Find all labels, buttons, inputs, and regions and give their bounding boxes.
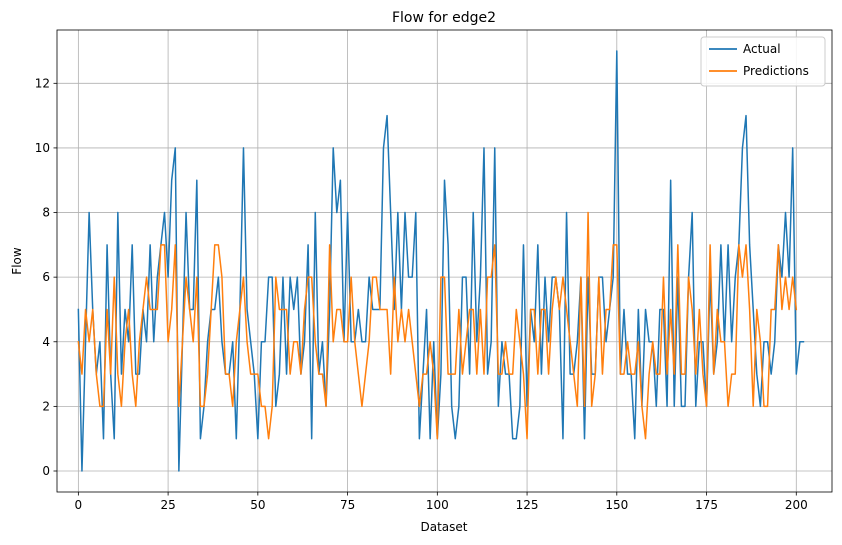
x-axis-label: Dataset <box>421 520 468 534</box>
x-tick-label: 175 <box>695 498 718 512</box>
x-tick-label: 25 <box>160 498 175 512</box>
legend-actual-label: Actual <box>743 42 781 56</box>
plot-frame <box>56 29 833 493</box>
x-tick-label: 150 <box>605 498 628 512</box>
x-tick-label: 75 <box>340 498 355 512</box>
y-tick-label: 6 <box>42 270 50 284</box>
x-tick-label: 100 <box>426 498 449 512</box>
plot-area <box>57 30 832 492</box>
y-tick-label: 0 <box>42 464 50 478</box>
series-layer <box>77 50 805 472</box>
chart-title: Flow for edge2 <box>392 10 496 26</box>
x-tick-label: 200 <box>785 498 808 512</box>
y-tick-label: 2 <box>42 399 50 413</box>
x-tick-label: 50 <box>250 498 265 512</box>
x-tick-label: 125 <box>516 498 539 512</box>
ticks: 0 25 50 75 100 125 150 175 200 0 2 4 6 8 10 12 <box>35 76 808 512</box>
y-tick-label: 8 <box>42 206 50 220</box>
x-tick-label: 0 <box>75 498 83 512</box>
legend-predictions-label: Predictions <box>743 64 809 78</box>
y-tick-label: 4 <box>42 335 50 349</box>
y-tick-label: 10 <box>35 141 50 155</box>
y-axis-label: Flow <box>10 247 24 275</box>
legend: Actual Predictions <box>700 36 826 87</box>
y-tick-label: 12 <box>35 76 50 90</box>
series-line-predictions <box>77 211 798 440</box>
